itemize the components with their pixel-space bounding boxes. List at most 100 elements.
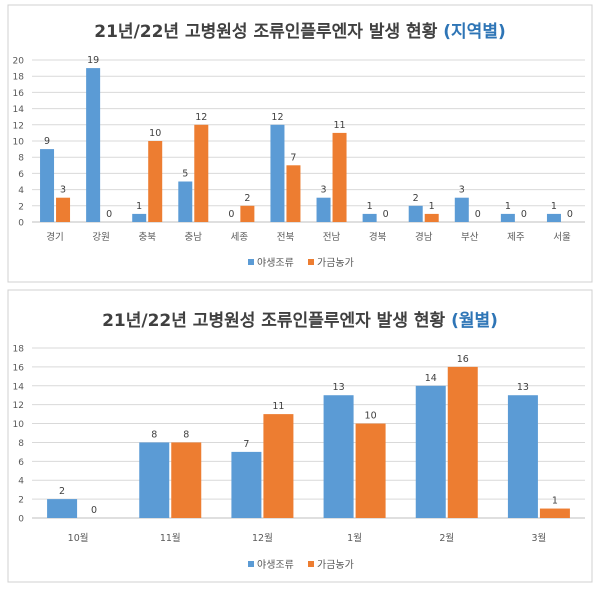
legend-swatch [248,561,254,567]
legend-label: 가금농가 [317,559,354,571]
x-tick-label: 강원 [92,232,109,243]
x-tick-label: 1월 [347,532,362,544]
data-label: 13 [517,382,529,393]
bar-poultry [447,366,478,518]
data-label: 16 [457,354,469,365]
bar-poultry [424,213,439,222]
x-tick-label: 10월 [68,532,89,544]
bar-wild-birds [139,442,170,518]
y-tick-label: 2 [18,496,24,506]
chart-title: 21년/22년 고병원성 조류인플루엔자 발생 현황 (월별) [102,311,498,331]
data-label: 2 [244,193,250,204]
data-label: 7 [290,152,296,163]
bar-wild-birds [47,499,78,518]
chart-title-main: 21년/22년 고병원성 조류인플루엔자 발생 현황 [94,22,443,42]
legend-label: 가금농가 [317,257,354,269]
data-label: 0 [567,209,573,220]
data-label: 2 [413,193,419,204]
bar-poultry [56,197,71,222]
legend-label: 야생조류 [257,559,294,571]
y-tick-label: 18 [13,345,25,355]
bar-poultry [332,132,347,222]
x-tick-label: 서울 [553,232,571,243]
bar-poultry [148,141,163,222]
y-tick-label: 8 [18,439,24,449]
y-tick-label: 14 [13,382,25,392]
x-tick-label: 11월 [160,532,181,544]
bar-wild-birds [132,213,147,222]
bar-wild-birds [40,149,55,222]
y-tick-label: 8 [18,154,24,164]
data-label: 19 [87,55,99,66]
data-label: 3 [321,185,327,196]
chart-border [7,289,593,583]
y-tick-label: 16 [13,363,25,373]
chart-border [7,4,593,283]
bar-wild-birds [546,213,561,222]
bar-poultry [355,423,386,518]
y-tick-label: 4 [18,186,24,196]
bar-wild-birds [500,213,515,222]
bar-wild-birds [362,213,377,222]
data-label: 1 [367,201,373,212]
legend-label: 야생조류 [257,257,294,269]
x-tick-label: 경남 [415,231,433,243]
chart-title-main: 21년/22년 고병원성 조류인플루엔자 발생 현황 [102,311,451,331]
data-label: 0 [228,209,234,220]
y-tick-label: 6 [18,458,24,468]
y-tick-label: 20 [13,57,25,67]
bar-wild-birds [408,205,423,222]
region-chart: 21년/22년 고병원성 조류인플루엔자 발생 현황 (지역별)02468101… [7,4,593,283]
bar-wild-birds [454,197,469,222]
data-label: 8 [151,429,157,440]
data-label: 11 [333,120,345,131]
bar-wild-birds [178,181,193,222]
data-label: 9 [44,136,50,147]
data-label: 11 [272,401,284,412]
data-label: 1 [505,201,511,212]
y-tick-label: 2 [18,202,24,212]
bar-poultry [263,414,294,518]
chart-title: 21년/22년 고병원성 조류인플루엔자 발생 현황 (지역별) [94,22,505,42]
legend-swatch [308,259,314,265]
x-tick-label: 경기 [46,231,63,243]
x-tick-label: 부산 [461,232,479,243]
data-label: 3 [459,185,465,196]
data-label: 0 [383,209,389,220]
data-label: 12 [271,112,283,123]
bar-poultry [539,508,570,518]
bar-wild-birds [316,197,331,222]
bar-poultry [171,442,202,518]
y-tick-label: 10 [13,138,25,148]
y-tick-label: 14 [13,105,25,115]
bar-wild-birds [270,124,285,222]
x-tick-label: 충북 [138,232,156,243]
chart-title-suffix: (지역별) [443,22,505,42]
data-label: 0 [106,209,112,220]
data-label: 14 [425,373,437,384]
x-tick-label: 12월 [252,532,273,544]
y-tick-label: 4 [18,477,24,487]
y-tick-label: 12 [13,121,24,131]
bar-wild-birds [507,395,538,518]
x-tick-label: 경북 [369,231,387,243]
data-label: 2 [59,486,65,497]
x-tick-label: 전남 [323,232,341,243]
data-label: 12 [195,112,207,123]
y-tick-label: 12 [13,401,24,411]
x-tick-label: 2월 [439,532,454,544]
data-label: 8 [183,429,189,440]
monthly-chart: 21년/22년 고병원성 조류인플루엔자 발생 현황 (월별)024681012… [7,289,593,583]
x-tick-label: 3월 [532,532,547,544]
y-tick-label: 6 [18,170,24,180]
data-label: 0 [475,209,481,220]
bar-poultry [286,165,301,222]
legend-swatch [308,561,314,567]
y-tick-label: 18 [13,73,25,83]
bar-wild-birds [323,395,354,518]
bar-poultry [194,124,209,222]
bar-poultry [240,205,255,222]
x-tick-label: 충남 [185,232,203,243]
